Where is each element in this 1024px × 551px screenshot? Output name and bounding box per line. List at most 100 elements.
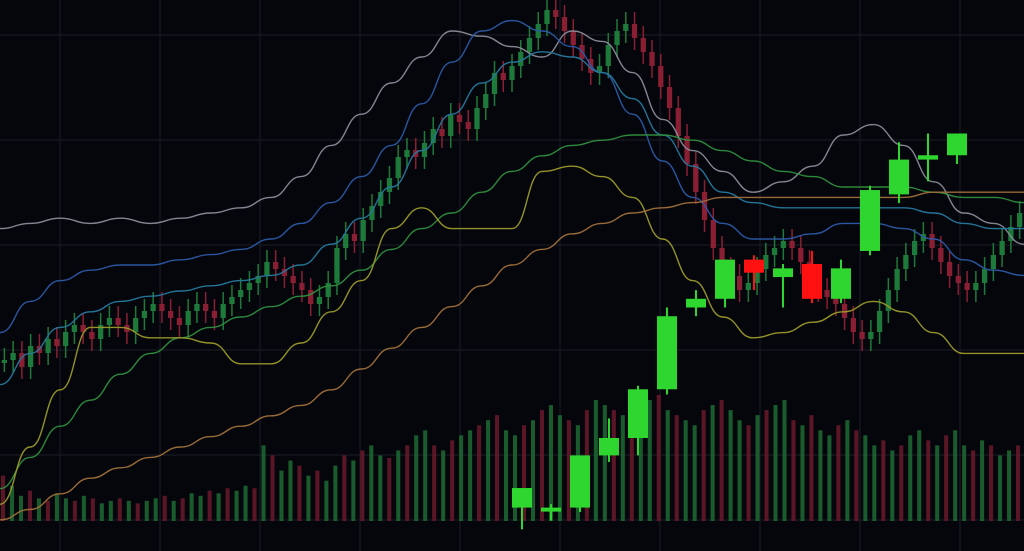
background-candle-body (999, 241, 1005, 255)
candle (686, 290, 706, 317)
background-candle (54, 327, 60, 358)
candle-body (947, 133, 967, 156)
background-candle-body (911, 241, 918, 255)
volume-bar (450, 440, 455, 521)
background-candle (45, 327, 51, 365)
background-candle (614, 19, 620, 57)
background-candle-body (509, 66, 515, 80)
volume-bar (845, 420, 850, 521)
background-candle-body (71, 325, 78, 332)
background-candle (605, 33, 611, 78)
background-candle-body (894, 269, 900, 290)
background-candle-body (850, 318, 856, 332)
volume-bar (836, 425, 841, 521)
background-candle (623, 12, 629, 43)
background-candle-body (605, 45, 611, 66)
volume-bar (171, 500, 176, 521)
volume-bar (1, 475, 6, 521)
volume-bar (144, 500, 149, 521)
background-candle-body (789, 241, 795, 248)
zoomed-candles (512, 133, 967, 530)
background-candle (693, 152, 699, 204)
volume-bar (72, 500, 77, 521)
background-candle-body (798, 248, 804, 262)
volume-bar (791, 420, 796, 521)
candle-body (628, 389, 648, 438)
background-candle-body (745, 283, 751, 290)
background-candle-body (596, 66, 603, 73)
volume-bar (441, 450, 446, 521)
candle (889, 142, 909, 204)
background-candle (824, 278, 830, 309)
volume-bar (665, 410, 670, 521)
background-candle (290, 264, 296, 295)
volume-bar (998, 455, 1003, 521)
volume-bar (710, 405, 715, 521)
volume-bar (342, 455, 347, 521)
background-candle-body (45, 339, 51, 353)
background-candle-body (10, 353, 16, 360)
background-candle (518, 40, 524, 78)
volume-bar (189, 493, 194, 521)
background-candle (316, 285, 323, 316)
background-candle-body (483, 94, 489, 108)
volume-bar (27, 490, 32, 521)
candle (918, 133, 938, 182)
candle (541, 504, 561, 521)
background-candle-body (614, 31, 620, 45)
volume-bar (270, 455, 275, 521)
background-candle (273, 250, 279, 281)
background-candle-body (658, 66, 664, 87)
background-candles (1, 0, 1023, 379)
candle (628, 385, 648, 456)
volume-bar (360, 450, 365, 521)
volume-bar (800, 425, 805, 521)
background-candle-body (841, 304, 848, 318)
background-candle (28, 334, 34, 379)
background-candle-body (456, 115, 463, 122)
background-candle (360, 208, 366, 253)
volume-bar (863, 435, 868, 521)
background-candle (920, 222, 926, 253)
background-candle (238, 278, 244, 309)
volume-bar (63, 498, 68, 521)
moving-average-line (0, 165, 1024, 505)
volume-bar (126, 500, 131, 521)
background-candle (911, 229, 918, 267)
background-candle (19, 341, 25, 379)
volume-bar (468, 430, 473, 521)
background-candle (631, 12, 638, 50)
background-candle (456, 103, 463, 134)
background-candle (745, 271, 751, 302)
background-candle-body (623, 24, 629, 31)
background-candle-body (981, 269, 988, 283)
background-candle (903, 243, 909, 281)
volume-bar (45, 500, 50, 521)
volume-bar (216, 493, 221, 521)
background-candle-body (273, 262, 279, 269)
volume-bar (261, 445, 266, 521)
volume-bar (495, 415, 500, 521)
volume-bar (521, 425, 527, 521)
background-candle-body (474, 108, 480, 129)
volume-bar (153, 498, 158, 521)
background-candle-body (570, 31, 576, 45)
volume-bar (459, 435, 464, 521)
background-candle (369, 194, 375, 232)
background-candle (246, 271, 253, 302)
candle (947, 133, 967, 164)
volume-bar (638, 405, 643, 521)
background-candle (80, 313, 86, 344)
volume-bar (737, 420, 742, 521)
candle (744, 255, 764, 291)
background-candle (150, 292, 156, 323)
background-candle (981, 257, 988, 295)
background-candle (675, 96, 681, 148)
volume-bar (351, 460, 356, 521)
volume-bar (99, 503, 104, 521)
volume-bar (899, 445, 904, 521)
background-candle (159, 292, 165, 323)
background-candle-body (106, 318, 113, 325)
volume-bar (701, 410, 706, 521)
background-candle-body (185, 311, 191, 325)
